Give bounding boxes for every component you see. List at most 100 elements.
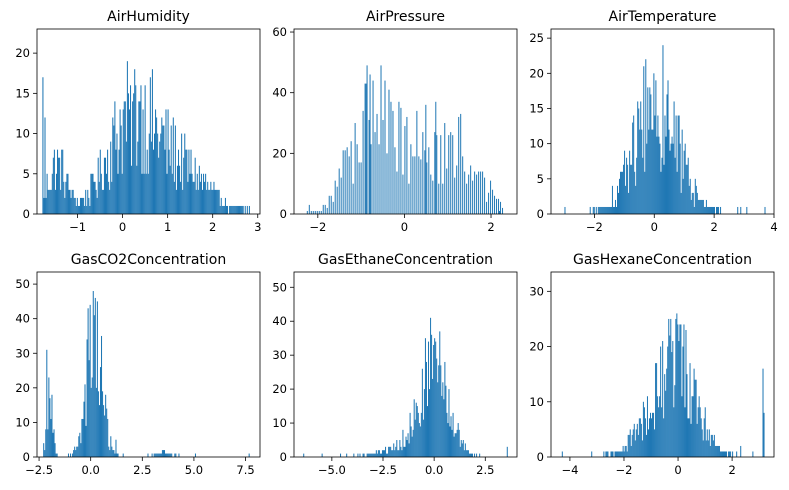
- histogram-bar: [376, 113, 378, 214]
- histogram-bar: [703, 418, 705, 457]
- histogram-bar: [393, 443, 395, 457]
- histogram-bar: [699, 199, 701, 214]
- histogram-bar: [705, 440, 707, 457]
- histogram-bar: [45, 429, 47, 457]
- histogram-bar: [65, 181, 67, 214]
- histogram-bar: [240, 205, 242, 214]
- histogram-bar: [426, 406, 428, 457]
- histogram-bar: [564, 206, 566, 214]
- y-tick-label: 40: [272, 86, 287, 100]
- histogram-bar: [668, 129, 670, 214]
- histogram-bar: [438, 365, 440, 457]
- histogram-bar: [611, 185, 613, 214]
- histogram-bar: [52, 157, 54, 214]
- histogram-bar: [614, 199, 616, 214]
- histogram-bar: [212, 189, 214, 214]
- histogram-bar: [454, 177, 456, 214]
- histogram-bar: [93, 315, 95, 457]
- histogram-bar: [600, 206, 602, 214]
- histogram-bar: [187, 181, 189, 214]
- histogram-bar: [372, 80, 374, 214]
- histogram-bar: [140, 85, 142, 214]
- histogram-bar: [56, 453, 58, 457]
- histogram-bar: [303, 453, 305, 457]
- histogram-bar: [46, 349, 48, 457]
- panel-title: GasEthaneConcentration: [318, 252, 493, 268]
- histogram-bar: [469, 453, 471, 457]
- y-tick-label: 15: [529, 101, 544, 115]
- histogram-bar: [665, 136, 667, 214]
- histogram-bar: [498, 198, 500, 214]
- histogram-bar: [722, 451, 724, 457]
- histogram-bar: [476, 174, 478, 214]
- histogram-bar: [628, 192, 630, 214]
- histogram-bar: [159, 453, 161, 457]
- histogram-bar: [326, 207, 328, 214]
- histogram-bar: [629, 429, 631, 457]
- histogram-bar: [42, 77, 44, 214]
- histogram-bar: [396, 440, 398, 457]
- histogram-bar: [467, 450, 469, 457]
- histogram-bar: [669, 150, 671, 214]
- histogram-bar: [172, 117, 174, 214]
- histogram-bar: [627, 164, 629, 214]
- histogram-bar: [388, 446, 390, 457]
- histogram-bar: [408, 443, 410, 457]
- histogram-bar: [390, 101, 392, 214]
- histogram-bar: [414, 156, 416, 214]
- histogram-bar: [718, 206, 720, 214]
- x-tick-label: 3: [254, 220, 261, 234]
- histogram-bar: [352, 183, 354, 214]
- histogram-bar: [442, 382, 444, 457]
- histogram-bar: [603, 451, 605, 457]
- histogram-bar: [589, 206, 591, 214]
- histogram-bar: [78, 436, 80, 457]
- histogram-bar: [631, 164, 633, 214]
- histogram-bar: [448, 389, 450, 457]
- histogram-bar: [94, 297, 96, 457]
- histogram-bar: [458, 429, 460, 457]
- histogram-bar: [194, 157, 196, 214]
- histogram-bar: [623, 164, 625, 214]
- histogram-bar: [111, 181, 113, 214]
- y-tick-label: 20: [529, 66, 544, 80]
- histogram-bar: [421, 368, 423, 457]
- y-tick-label: 30: [15, 346, 30, 360]
- histogram-bar: [592, 206, 594, 214]
- histogram-bar: [196, 173, 198, 214]
- histogram-bar: [54, 443, 56, 457]
- y-tick-label: 0: [280, 450, 287, 464]
- histogram-bar: [69, 189, 71, 214]
- histogram-bar: [357, 453, 359, 457]
- histogram-bar: [104, 157, 107, 214]
- histogram-bar: [165, 453, 167, 457]
- histogram-bar: [736, 451, 738, 457]
- histogram-bar: [468, 174, 470, 214]
- histogram-bar: [312, 210, 314, 214]
- histogram-bar: [488, 192, 490, 214]
- histogram-bar: [444, 123, 446, 214]
- histogram-bar: [634, 171, 636, 214]
- histogram-bar: [159, 141, 161, 214]
- histogram-bar: [76, 446, 78, 457]
- histogram-bar: [438, 183, 440, 214]
- histogram-bar: [332, 201, 334, 214]
- histogram-bar: [210, 181, 212, 214]
- histogram-bar: [449, 426, 451, 457]
- histogram-bar: [407, 433, 409, 457]
- histogram-bar: [92, 173, 94, 214]
- histogram-bar: [650, 412, 652, 457]
- histogram-bar: [456, 165, 458, 214]
- histogram-bar: [59, 157, 61, 214]
- histogram-bar: [712, 440, 714, 457]
- histogram-bar: [435, 101, 437, 214]
- histogram-bar: [211, 189, 213, 214]
- histogram-bar: [97, 391, 99, 457]
- histogram-bar: [121, 173, 123, 214]
- histogram-bar: [169, 453, 171, 457]
- histogram-bar: [167, 109, 169, 214]
- histogram-bar: [384, 80, 386, 214]
- histogram-bar: [175, 189, 177, 214]
- histogram-bar: [213, 181, 215, 214]
